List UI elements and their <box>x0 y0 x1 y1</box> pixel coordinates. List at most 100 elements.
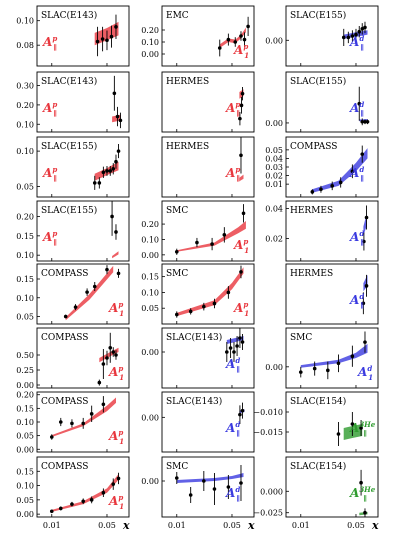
theory-band <box>51 397 116 437</box>
data-point <box>97 181 102 185</box>
data-point <box>114 159 118 164</box>
data-point <box>116 149 121 153</box>
experiment-label: SLAC(E155) <box>290 10 346 21</box>
data-point <box>235 344 239 348</box>
data-point <box>336 432 341 436</box>
data-point <box>310 190 315 194</box>
data-point <box>239 481 243 485</box>
panel-frame <box>285 263 379 325</box>
panel-4: 0.05 0.10 0.15 COMPASS Ap 1 <box>16 263 130 325</box>
panel-18: 0.010.020.030.040.05 COMPASS Ad ∥ <box>265 136 379 198</box>
observable-label: Ap 1 <box>108 493 124 511</box>
data-point <box>238 116 242 121</box>
data-point <box>97 380 102 385</box>
data-point <box>212 301 217 306</box>
experiment-label: COMPASS <box>290 142 337 152</box>
observable-label: Ad ∥ <box>225 485 240 503</box>
panel-21: 0.00 SMC Ad 1 <box>265 327 379 389</box>
data-point <box>359 426 363 430</box>
data-point <box>226 485 231 489</box>
y-tick-label: 0.02 <box>265 172 283 181</box>
data-point <box>341 35 346 40</box>
y-tick-label: 0.20 <box>16 391 34 400</box>
experiment-label: SLAC(E155) <box>41 141 97 152</box>
observable-label: Ad ∥ <box>225 356 240 374</box>
y-tick-label: 0.10 <box>16 17 34 26</box>
data-point <box>108 346 113 350</box>
theory-band <box>300 343 368 368</box>
data-point <box>239 34 243 38</box>
panel-0: 0.08 0.10 SLAC(E143) Ap ∥ <box>16 5 130 67</box>
experiment-label: HERMES <box>290 206 333 216</box>
experiment-label: SLAC(E143) <box>166 332 222 343</box>
data-point <box>116 271 121 276</box>
data-point <box>225 350 229 354</box>
data-point <box>363 25 367 30</box>
data-point <box>112 91 117 96</box>
panel-8: 0.00 0.10 0.20 EMC Ap 1 <box>141 5 255 67</box>
panel-frame <box>285 327 379 389</box>
data-point <box>233 40 238 44</box>
data-point <box>92 284 97 289</box>
data-point <box>210 242 214 246</box>
experiment-label: COMPASS <box>41 333 88 343</box>
y-tick-label: 0.10 <box>16 251 34 260</box>
data-point <box>89 412 94 416</box>
data-point <box>105 267 109 272</box>
data-point <box>81 499 86 504</box>
observable-label: Ap ∥ <box>42 229 57 247</box>
theory-band <box>219 27 246 48</box>
data-point <box>338 180 343 185</box>
data-point <box>105 38 109 43</box>
panel-frame <box>285 200 379 262</box>
experiment-label: SLAC(E155) <box>41 205 97 216</box>
data-point <box>350 169 355 174</box>
x-tick-label: 0.01 <box>43 521 61 530</box>
panel-5: 0.00 0.25 0.50 COMPASS Ap 1 <box>16 327 130 390</box>
y-tick-label: 0.00 <box>16 381 34 390</box>
data-point <box>354 32 358 37</box>
y-tick-label: 0.00 <box>265 36 283 45</box>
data-point <box>350 422 355 426</box>
observable-label: Ad 1 <box>357 364 373 382</box>
experiment-label: SMC <box>166 269 188 279</box>
theory-band <box>65 265 114 321</box>
observable-label: A3He ∥ <box>349 485 376 503</box>
data-point <box>360 27 365 31</box>
panel-23: 0.000 −0.025 SLAC(E154) A3He ∥ <box>253 456 379 518</box>
y-tick-label: 0.30 <box>16 82 34 91</box>
panel-7: 0.00 0.05 0.10 0.15 COMPASS Ap 1 <box>16 456 130 519</box>
observable-label: Ap 1 <box>108 300 124 318</box>
experiment-label: SLAC(E143) <box>41 10 97 21</box>
data-point <box>101 490 106 495</box>
y-tick-label: 0.00 <box>141 50 159 59</box>
data-point <box>357 101 362 106</box>
data-point <box>226 37 231 42</box>
data-point <box>109 34 114 39</box>
y-tick-label: 0.10 <box>16 147 34 156</box>
panel-frame <box>161 136 255 198</box>
y-tick-label: 0.02 <box>265 235 283 244</box>
y-tick-label: 0.05 <box>265 146 283 155</box>
panel-12: 0.05 0.10 0.15 SMC Ap 1 <box>141 263 255 325</box>
data-point <box>174 249 179 254</box>
data-point <box>92 181 97 185</box>
observable-label: A3He ∥ <box>349 420 376 438</box>
y-tick-label: 0.15 <box>16 232 34 241</box>
data-point <box>363 510 367 515</box>
data-point <box>111 482 116 486</box>
theory-band <box>112 251 119 259</box>
data-point <box>361 301 366 306</box>
y-tick-label: 0.05 <box>16 182 34 191</box>
data-point <box>108 169 113 173</box>
data-point <box>365 120 370 124</box>
observable-label: Ap 1 <box>233 300 249 318</box>
data-point <box>217 46 222 50</box>
observable-label: Ad ∥ <box>349 292 364 310</box>
panel-17: 0.00 SLAC(E155) Ad ∥ <box>265 71 379 133</box>
panel-19: 0.02 0.04 HERMES Ad ∥ <box>265 200 379 262</box>
data-point <box>362 239 366 244</box>
data-point <box>114 230 118 234</box>
y-tick-label: 0.05 <box>16 496 34 505</box>
